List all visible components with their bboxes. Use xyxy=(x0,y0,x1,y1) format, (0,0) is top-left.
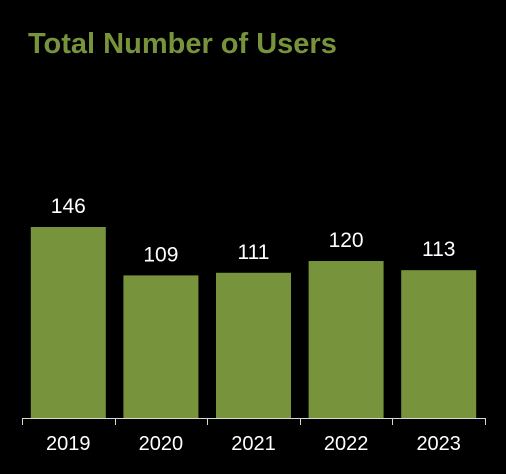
data-labels-group: 146 109 111 120 113 xyxy=(51,195,456,266)
x-tick-label-2020: 2020 xyxy=(139,433,184,455)
x-tick-label-2022: 2022 xyxy=(324,433,369,455)
bars-group xyxy=(30,227,477,418)
x-tick-label-2021: 2021 xyxy=(231,433,276,455)
data-label-2022: 120 xyxy=(329,229,364,252)
data-label-2020: 109 xyxy=(143,243,178,266)
x-tick-labels-group: 2019 2020 2021 2022 2023 xyxy=(46,433,461,455)
bar-2020 xyxy=(123,275,199,418)
x-tick-label-2019: 2019 xyxy=(46,433,91,455)
x-ticks-group xyxy=(22,418,486,425)
data-label-2023: 113 xyxy=(422,238,455,261)
chart-title: Total Number of Users xyxy=(28,28,337,60)
bar-2023 xyxy=(401,270,477,418)
data-label-2021: 111 xyxy=(238,241,270,264)
x-tick-label-2023: 2023 xyxy=(416,433,461,455)
bar-2021 xyxy=(216,272,291,418)
bar-2019 xyxy=(30,227,106,418)
data-label-2019: 146 xyxy=(51,195,86,218)
bar-2022 xyxy=(308,261,384,418)
